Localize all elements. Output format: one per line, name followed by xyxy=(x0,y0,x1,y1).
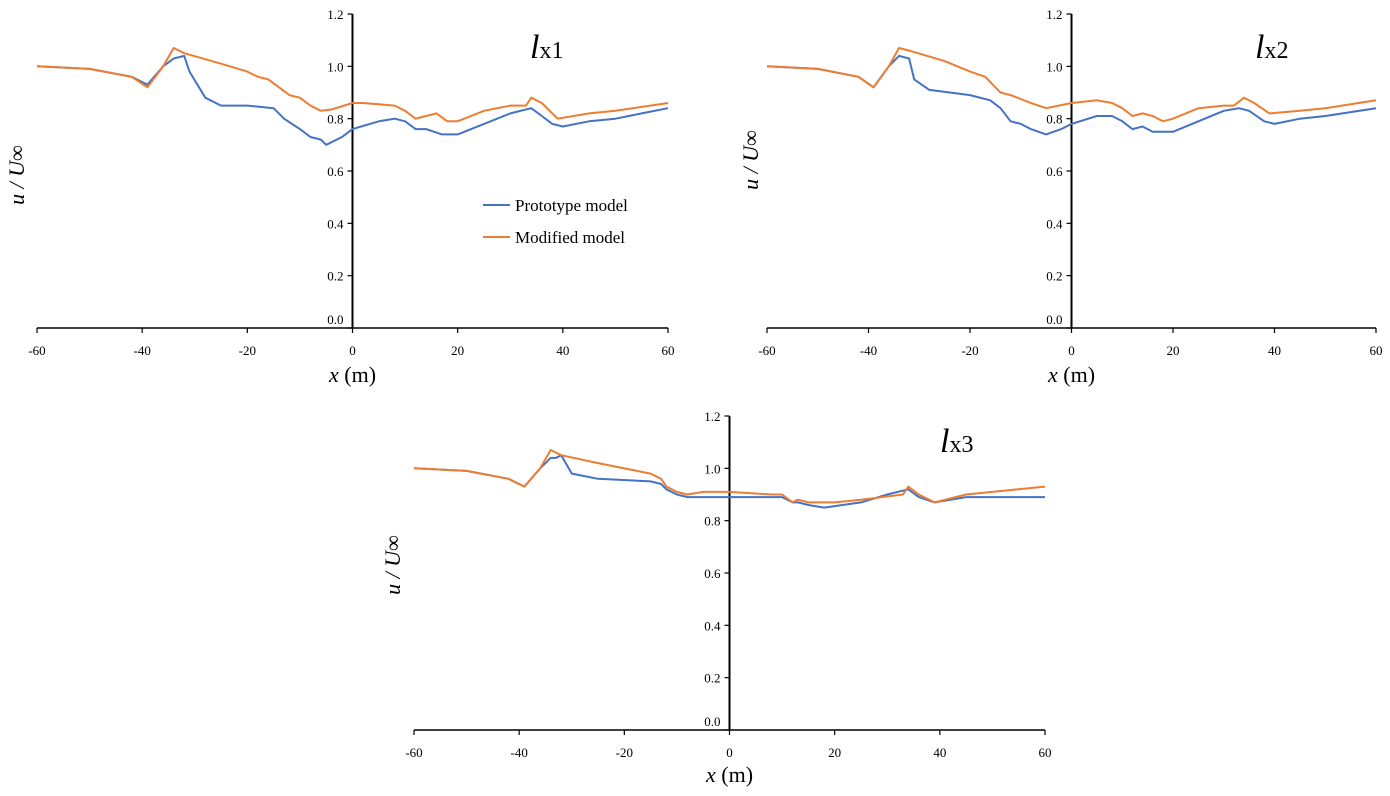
series-line-prototype xyxy=(36,54,669,146)
x-axis-label-unit: (m) xyxy=(1058,362,1095,387)
x-axis-label-var: x xyxy=(1047,362,1058,387)
chart-panel-2: -60 -40 -20 0 20 40 60 0.0 0.2 0.4 0.6 0.8 1.0 1.2 lx2… xyxy=(738,7,1383,387)
y-axis-label: u / U∞ xyxy=(380,535,405,595)
y-tick-label: 0.0 xyxy=(1046,312,1062,327)
legend-label-prototype: Prototype model xyxy=(515,196,628,215)
series-line-modified xyxy=(36,47,669,123)
x-tick-label: -40 xyxy=(510,745,527,760)
chart-title: lx2 xyxy=(1255,29,1288,66)
y-tick-label: 0.2 xyxy=(1046,269,1062,284)
y-tick-label: 1.2 xyxy=(704,409,720,424)
x-tick-label: 0 xyxy=(349,343,356,358)
x-tick-label: 20 xyxy=(451,343,464,358)
y-tick-label: 1.2 xyxy=(1046,7,1062,22)
x-tick-label: -60 xyxy=(758,343,775,358)
x-tick-label: 0 xyxy=(726,745,733,760)
chart-title-sub: x3 xyxy=(949,432,973,458)
y-tick-label: 1.0 xyxy=(704,461,720,476)
y-tick-label: 1.0 xyxy=(327,59,343,74)
y-tick-label: 0.4 xyxy=(327,216,344,231)
chart-panel-3: -60 -40 -20 0 20 40 60 0.0 0.2 0.4 0.6 0.8 1.0 1.2 lx3… xyxy=(380,409,1052,787)
chart-title-main: l xyxy=(1255,29,1264,66)
x-tick-label: -60 xyxy=(28,343,45,358)
chart-title-main: l xyxy=(940,423,949,460)
chart-title-sub: x1 xyxy=(539,38,563,64)
chart-title-sub: x2 xyxy=(1264,38,1288,64)
y-tick-label: 0.4 xyxy=(704,618,721,633)
x-axis-label-var: x xyxy=(328,362,339,387)
legend-label-modified: Modified model xyxy=(515,228,625,247)
series-line-modified xyxy=(413,449,1046,504)
x-tick-label: -20 xyxy=(616,745,633,760)
x-tick-label: -40 xyxy=(860,343,877,358)
x-axis-label-var: x xyxy=(705,762,716,787)
x-tick-label: 20 xyxy=(828,745,841,760)
series-line-prototype xyxy=(413,454,1045,509)
chart-title: lx1 xyxy=(530,29,563,66)
y-tick-label: 0.0 xyxy=(704,714,720,729)
y-tick-label: 0.6 xyxy=(1046,164,1063,179)
y-tick-label: 0.2 xyxy=(704,671,720,686)
x-tick-label: 60 xyxy=(1370,343,1383,358)
x-tick-label: 0 xyxy=(1068,343,1075,358)
x-tick-label: 40 xyxy=(1268,343,1281,358)
x-axis-label-unit: (m) xyxy=(716,762,753,787)
y-tick-label: 0.6 xyxy=(704,566,721,581)
series-line-prototype xyxy=(766,54,1377,136)
y-tick-label: 0.8 xyxy=(1046,112,1062,127)
chart-panel-1: -60 -40 -20 0 20 40 60 0.0 0.2 0.4 0.6 0.8 1.0 1.2 lx1… xyxy=(4,7,675,387)
y-axis-label: u / U∞ xyxy=(4,145,29,205)
x-tick-label: 60 xyxy=(1039,745,1052,760)
y-tick-label: 0.8 xyxy=(704,514,720,529)
y-tick-label: 0.0 xyxy=(327,312,343,327)
x-tick-label: 60 xyxy=(662,343,675,358)
x-tick-label: 40 xyxy=(933,745,946,760)
y-tick-label: 1.0 xyxy=(1046,59,1062,74)
x-axis-label: x (m) xyxy=(1047,362,1095,387)
chart-title-main: l xyxy=(530,29,539,66)
x-axis-label-unit: (m) xyxy=(339,362,376,387)
y-tick-label: 1.2 xyxy=(327,7,343,22)
x-tick-label: -20 xyxy=(961,343,978,358)
y-tick-label: 0.4 xyxy=(1046,216,1063,231)
x-tick-label: -20 xyxy=(239,343,256,358)
y-tick-label: 0.6 xyxy=(327,164,344,179)
y-tick-label: 0.2 xyxy=(327,269,343,284)
x-tick-label: 20 xyxy=(1167,343,1180,358)
x-tick-label: 40 xyxy=(556,343,569,358)
chart-title: lx3 xyxy=(940,423,973,460)
x-axis-label: x (m) xyxy=(705,762,753,787)
legend: Prototype model Modified model xyxy=(483,196,628,247)
y-axis-label: u / U∞ xyxy=(738,130,763,190)
x-tick-label: -40 xyxy=(133,343,150,358)
x-axis-label: x (m) xyxy=(328,362,376,387)
x-tick-label: -60 xyxy=(405,745,422,760)
y-tick-label: 0.8 xyxy=(327,112,343,127)
series-line-modified xyxy=(766,47,1377,123)
